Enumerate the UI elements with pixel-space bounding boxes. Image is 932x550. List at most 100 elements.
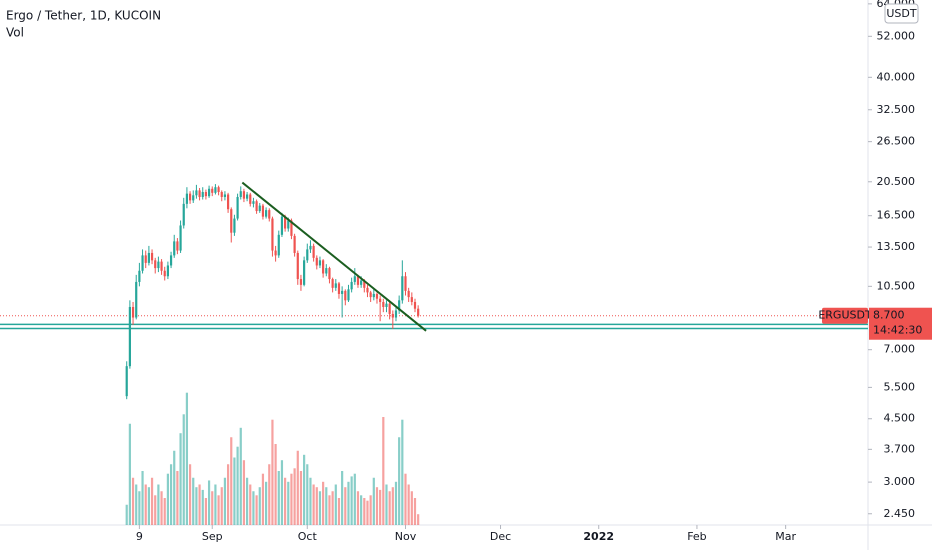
volume-bar [255,495,258,525]
candle-body [233,218,236,233]
volume-bar [220,487,223,525]
volume-bar [236,446,239,525]
volume-bar [214,484,217,525]
volume-bar [166,473,169,525]
volume-bar [296,450,299,525]
candle-body [258,205,261,212]
volume-bar [306,464,309,525]
candle-body [125,366,128,397]
candle-body [147,252,150,263]
volume-bar [245,477,249,525]
countdown-label: 14:42:30 [873,324,922,337]
candle-body [293,235,296,253]
volume-bar [315,487,318,525]
candle-body [290,220,293,236]
candle-body [328,268,331,280]
volume-bar [201,489,204,525]
volume-bar [135,484,138,525]
volume-bar [147,487,150,525]
volume-bar [150,477,154,525]
volume-bar [325,487,328,525]
volume-bar [407,484,410,525]
candle-body [356,276,360,285]
candle-body [382,301,385,307]
x-tick-label: Mar [775,530,796,543]
candle-body [201,192,204,197]
volume-bar [173,450,176,525]
volume-bar [353,473,356,525]
volume-bar [217,495,220,525]
volume-bar [211,491,214,525]
symbol-label: ERGUSDT [818,309,872,322]
candle-body [369,292,372,298]
volume-bar [385,484,388,525]
volume-bar [163,498,166,525]
volume-bar [261,473,265,525]
candle-body [404,276,407,291]
candle-body [303,260,306,285]
volume-bar [233,457,236,525]
volume-bar [284,477,287,525]
y-tick-label: 10.500 [877,279,916,292]
volume-bar [141,471,144,525]
candle-body [309,245,312,250]
volume-bar [356,491,360,525]
y-tick-label: 40.000 [877,70,916,83]
volume-bar [204,498,208,525]
candle-body [306,249,309,261]
candle-body [299,279,303,285]
candle-body [385,303,388,307]
volume-bar [344,487,347,525]
candle-body [375,293,379,299]
y-tick-label: 32.500 [877,103,916,116]
y-tick-label: 7.000 [884,343,916,356]
y-tick-label: 3.700 [884,442,916,455]
candle-body [185,193,189,204]
y-tick-label: 13.500 [877,240,916,253]
volume-bar [265,481,268,525]
candle-body [207,188,211,197]
volume-bar [382,417,385,525]
candle-body [211,188,214,193]
candle-body [417,308,420,316]
candle-body [350,281,353,290]
volume-bar [138,491,141,525]
candle-body [128,306,131,367]
candle-body [391,313,394,318]
x-tick-label: 9 [136,530,143,543]
volume-bar [249,484,252,525]
y-tick-label: 3.000 [884,475,916,488]
candle-body [144,255,147,263]
candle-body [166,265,169,277]
volume-bar [198,484,201,525]
volume-bar [299,471,303,525]
candle-body [226,194,230,210]
volume-bar [160,491,163,525]
x-tick-label: Sep [202,530,223,543]
candle-body [198,190,201,197]
candle-body [337,283,341,294]
volume-bar [169,464,173,525]
x-tick-label: Feb [687,530,706,543]
volume-bar [277,471,280,525]
volume-bar [176,471,179,525]
volume-bar [280,460,284,525]
volume-bar [252,491,255,525]
candle-body [325,268,328,274]
candle-body [265,210,268,217]
candle-body [182,203,185,226]
volume-bar [287,481,290,525]
candle-body [179,225,182,251]
volume-bar [226,464,230,525]
candle-body [245,194,249,199]
candle-body [363,280,366,288]
volume-bar [258,487,261,525]
y-tick-label: 16.500 [877,209,916,222]
candle-body [154,260,157,269]
volume-bar [375,487,379,525]
candle-body [360,280,363,285]
volume-bar [207,480,211,525]
x-tick-label: Dec [490,530,511,543]
candle-body [284,216,287,229]
